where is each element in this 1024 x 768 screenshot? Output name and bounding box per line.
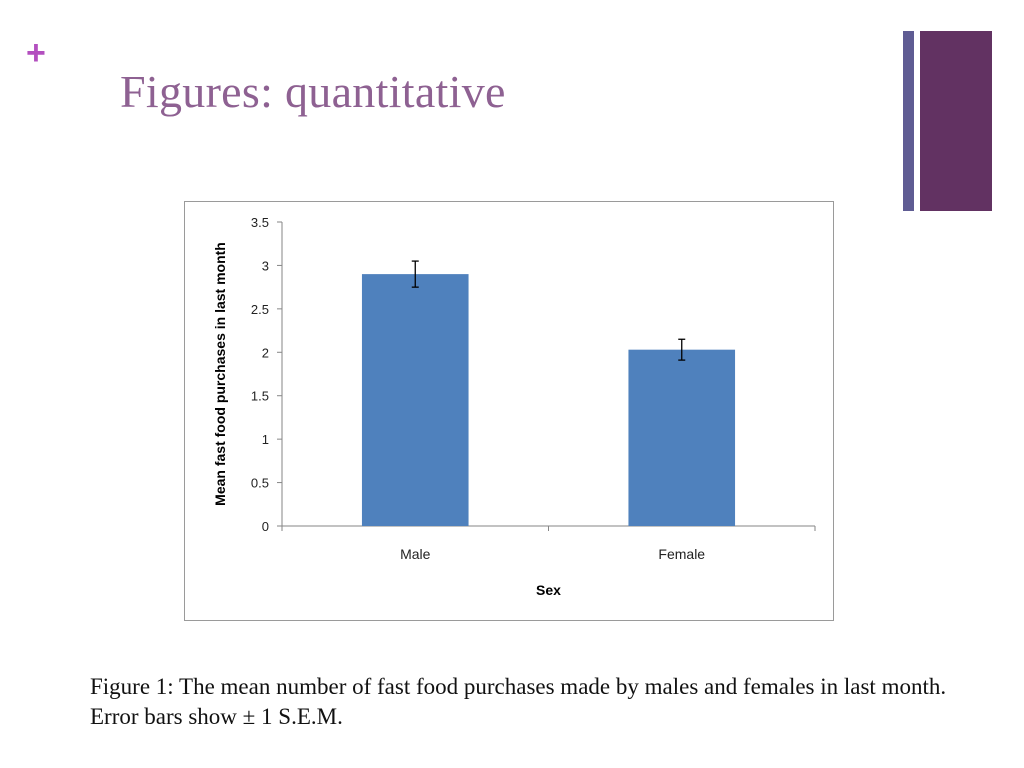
chart-frame: 0 0.5 1 1.5 2 2.5 3 3.5 Male Female Mean fast fo…: [184, 201, 834, 621]
bar-male: [361, 274, 469, 526]
y-axis-label: Mean fast food purchases in last month: [212, 242, 228, 506]
x-axis: Male Female: [281, 525, 816, 562]
y-axis: 0 0.5 1 1.5 2 2.5 3 3.5: [251, 215, 283, 534]
y-tick-label: 1.5: [251, 389, 269, 404]
accent-bar-thick: [920, 31, 992, 211]
slide-title: Figures: quantitative: [120, 66, 506, 117]
y-tick-label: 1: [262, 432, 269, 447]
figure-caption: Figure 1: The mean number of fast food p…: [90, 674, 947, 729]
x-tick-label: Male: [400, 546, 431, 562]
x-axis-label: Sex: [536, 582, 561, 598]
y-tick-label: 3: [262, 258, 269, 273]
y-tick-label: 0: [262, 519, 269, 534]
y-tick-label: 2: [262, 345, 269, 360]
bar-female: [628, 349, 736, 526]
y-tick-label: 2.5: [251, 302, 269, 317]
accent-bar-thin: [903, 31, 914, 211]
y-tick-label: 0.5: [251, 476, 269, 491]
bar-chart: 0 0.5 1 1.5 2 2.5 3 3.5 Male Female Mean fast fo…: [212, 215, 816, 598]
bars: [361, 274, 736, 526]
x-tick-label: Female: [658, 546, 705, 562]
error-bars: [411, 260, 686, 361]
plus-icon: +: [26, 34, 46, 72]
y-tick-label: 3.5: [251, 215, 269, 230]
